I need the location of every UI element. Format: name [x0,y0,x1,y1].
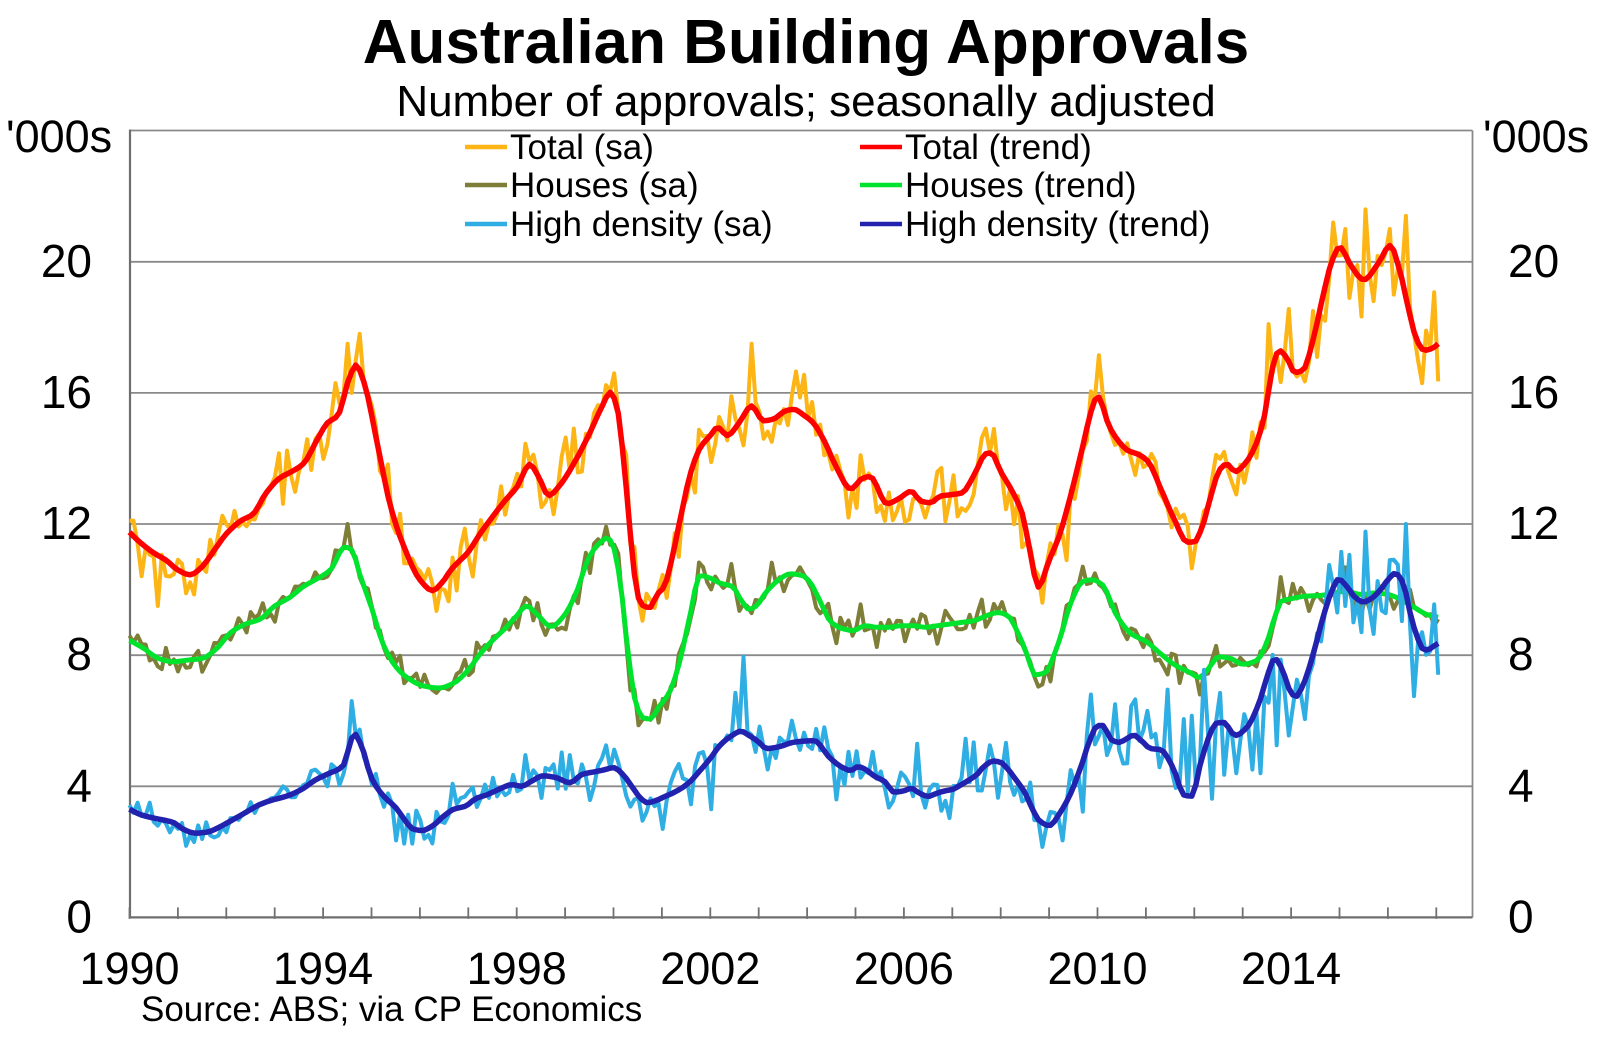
svg-text:0: 0 [1508,890,1534,942]
svg-text:2014: 2014 [1241,943,1341,994]
svg-text:Houses (sa): Houses (sa) [510,166,699,205]
svg-text:12: 12 [41,497,92,549]
svg-text:Australian Building Approvals: Australian Building Approvals [363,8,1249,77]
svg-text:2002: 2002 [660,943,760,994]
svg-text:High density (trend): High density (trend) [905,205,1210,244]
svg-text:Total (sa): Total (sa) [510,128,654,167]
svg-text:Source: ABS; via CP Economics: Source: ABS; via CP Economics [141,990,642,1029]
svg-text:1990: 1990 [79,943,179,994]
svg-text:1998: 1998 [467,943,567,994]
svg-text:Total (trend): Total (trend) [905,128,1092,167]
svg-text:Houses (trend): Houses (trend) [905,166,1136,205]
svg-text:4: 4 [1508,759,1534,811]
svg-text:4: 4 [66,759,92,811]
svg-text:'000s: '000s [1483,111,1589,162]
svg-text:High density (sa): High density (sa) [510,205,773,244]
svg-text:16: 16 [41,366,92,418]
svg-text:2006: 2006 [854,943,954,994]
svg-text:20: 20 [1508,235,1559,287]
svg-text:0: 0 [66,890,92,942]
svg-text:20: 20 [41,235,92,287]
svg-text:8: 8 [66,628,92,680]
svg-text:1994: 1994 [273,943,373,994]
svg-text:2010: 2010 [1047,943,1147,994]
svg-text:12: 12 [1508,497,1559,549]
svg-text:16: 16 [1508,366,1559,418]
svg-text:8: 8 [1508,628,1534,680]
svg-text:Number of approvals; seasonall: Number of approvals; seasonally adjusted [396,77,1215,126]
svg-text:'000s: '000s [6,111,112,162]
